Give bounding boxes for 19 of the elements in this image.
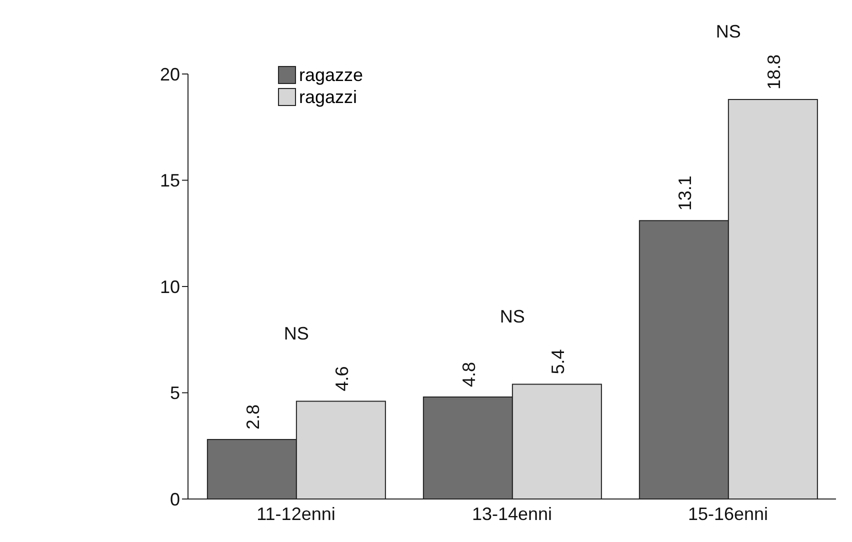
data-label: 4.8 xyxy=(458,362,479,387)
x-tick-label: 13-14enni xyxy=(472,504,552,524)
x-tick-label: 11-12enni xyxy=(256,504,336,524)
data-label: 2.8 xyxy=(242,404,263,430)
x-tick-label: 15-16enni xyxy=(688,504,768,524)
data-label: 13.1 xyxy=(674,176,695,211)
annotation: NS xyxy=(284,323,309,344)
data-label: 5.4 xyxy=(548,349,568,374)
annotation: NS xyxy=(500,306,525,326)
y-tick-label: 10 xyxy=(160,276,180,297)
data-label: 18.8 xyxy=(764,54,784,90)
y-tick-label: 15 xyxy=(160,170,180,191)
legend-label: ragazze xyxy=(299,64,364,86)
data-label: 4.6 xyxy=(332,366,352,392)
y-tick-label: 20 xyxy=(160,64,180,84)
y-tick-label: 0 xyxy=(170,489,180,510)
legend-label: ragazzi xyxy=(299,86,358,108)
y-tick-label: 5 xyxy=(170,383,180,404)
text: NS xyxy=(716,22,741,42)
